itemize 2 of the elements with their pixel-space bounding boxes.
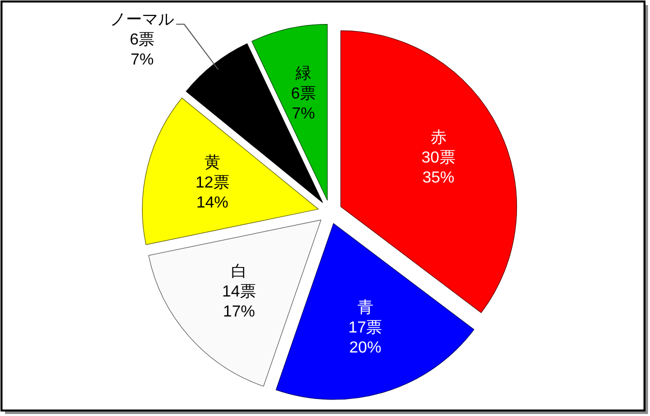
data-label: 6票 7% (130, 32, 155, 68)
slice-label: ノーマル (110, 12, 174, 28)
